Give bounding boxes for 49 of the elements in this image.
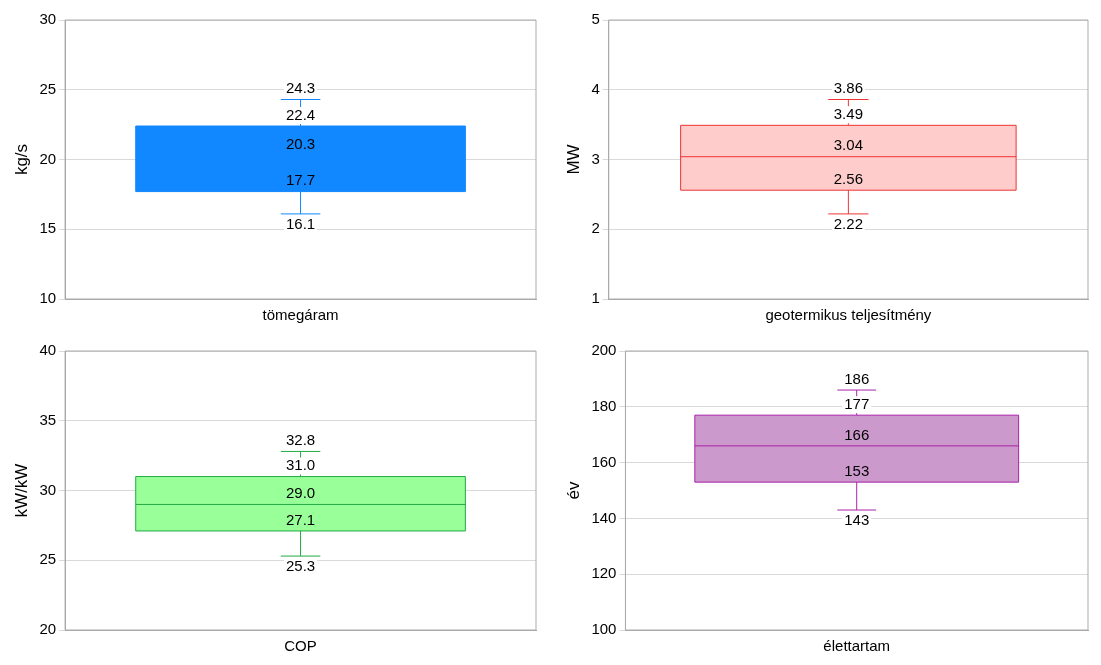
y-tick-label: 180 — [591, 396, 617, 414]
annotation: 27.1 — [285, 510, 316, 528]
y-axis-title: kg/s — [11, 143, 31, 176]
y-tick-label: 120 — [591, 564, 617, 582]
x-tick-label: élettartam — [823, 637, 891, 655]
y-tick-label: 15 — [39, 219, 57, 237]
annotation: 186 — [844, 369, 870, 387]
y-tick-label: 5 — [591, 10, 600, 28]
y-axis-title: kW/kW — [11, 463, 31, 518]
y-tick-label: 2 — [591, 219, 600, 237]
y-tick-label: 25 — [39, 550, 57, 568]
annotation: 31.0 — [285, 456, 316, 474]
annotation: 166 — [844, 425, 870, 443]
y-tick-label: 20 — [39, 149, 57, 167]
y-tick-label: 20 — [39, 620, 57, 638]
y-tick-label: 10 — [39, 289, 57, 307]
y-tick-label: 100 — [591, 620, 617, 638]
y-tick-label: 30 — [39, 10, 57, 28]
annotation: 143 — [844, 510, 870, 528]
x-tick-label: COP — [284, 637, 317, 655]
y-tick-label: 40 — [39, 341, 57, 359]
y-tick-label: 160 — [591, 452, 617, 470]
y-axis-title: év — [563, 481, 583, 500]
y-tick-label: 30 — [39, 480, 57, 498]
annotation: 177 — [844, 394, 870, 412]
x-tick-label: geotermikus teljesítmény — [765, 306, 932, 324]
annotation: 2.22 — [833, 214, 863, 232]
annotation: 20.3 — [285, 134, 316, 152]
annotation: 22.4 — [285, 105, 316, 123]
annotation: 25.3 — [285, 556, 316, 574]
annotation: 3.49 — [833, 104, 863, 122]
annotation: 24.3 — [285, 79, 316, 97]
annotation: 3.86 — [833, 79, 863, 97]
annotation: 2.56 — [833, 169, 863, 187]
y-tick-label: 35 — [39, 410, 57, 428]
y-tick-label: 1 — [591, 289, 600, 307]
y-tick-label: 3 — [591, 149, 600, 167]
y-tick-label: 4 — [591, 79, 600, 97]
annotation: 3.04 — [833, 136, 863, 154]
annotation: 17.7 — [285, 171, 316, 189]
y-tick-label: 25 — [39, 79, 57, 97]
y-axis-title: MW — [563, 144, 583, 175]
annotation: 32.8 — [285, 431, 316, 449]
y-tick-label: 140 — [591, 508, 617, 526]
annotation: 29.0 — [285, 484, 316, 502]
annotation: 153 — [844, 461, 870, 479]
x-tick-label: tömegáram — [262, 306, 339, 324]
y-tick-label: 200 — [591, 341, 617, 359]
annotation: 16.1 — [285, 214, 316, 232]
